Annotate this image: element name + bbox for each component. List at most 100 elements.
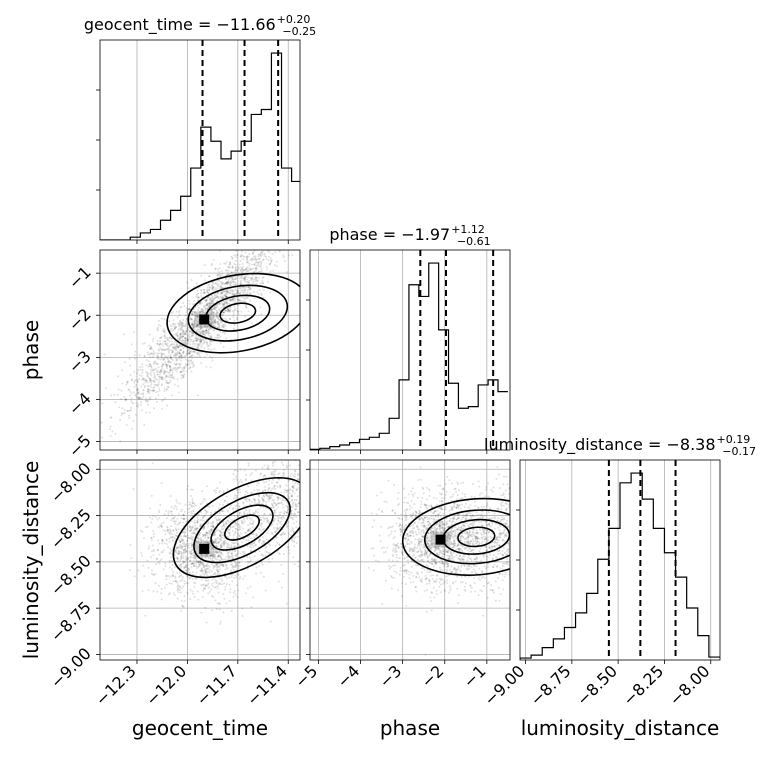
scatter-point [203, 291, 206, 294]
scatter-point [137, 569, 140, 572]
scatter-point [224, 558, 227, 561]
scatter-point [123, 412, 126, 415]
scatter-point [167, 514, 170, 517]
scatter-point [198, 330, 201, 333]
scatter-point [182, 318, 185, 321]
scatter-point [183, 534, 186, 537]
scatter-point [216, 566, 219, 569]
scatter-point [288, 202, 290, 204]
scatter-point [199, 561, 202, 564]
scatter-point [228, 282, 231, 285]
scatter-point [244, 275, 247, 278]
scatter-point [185, 317, 188, 320]
scatter-point [274, 234, 276, 236]
scatter-point [240, 254, 243, 257]
scatter-point [194, 337, 197, 340]
scatter-point [258, 528, 261, 531]
scatter-point [202, 516, 205, 519]
scatter-point [205, 298, 208, 301]
scatter-point [382, 546, 385, 549]
scatter-point [216, 315, 219, 318]
scatter-point [303, 523, 305, 525]
scatter-point [192, 325, 195, 328]
scatter-point [183, 305, 186, 308]
scatter-point [293, 539, 296, 542]
scatter-point [233, 545, 236, 548]
scatter-point [128, 416, 131, 419]
scatter-point [200, 578, 203, 581]
scatter-point [401, 517, 404, 520]
scatter-point [227, 519, 230, 522]
scatter-point [201, 333, 204, 336]
scatter-point [129, 406, 132, 409]
scatter-point [186, 326, 189, 329]
scatter-point [296, 473, 299, 476]
scatter-point [504, 534, 507, 537]
scatter-point [224, 324, 227, 327]
scatter-point [202, 305, 205, 308]
scatter-point [266, 494, 269, 497]
scatter-point [260, 529, 263, 532]
scatter-point [197, 540, 200, 543]
scatter-point [204, 536, 207, 539]
scatter-point [289, 513, 292, 516]
scatter-point [268, 251, 271, 254]
scatter-point [186, 352, 189, 355]
scatter-point [228, 302, 231, 305]
scatter-point [263, 489, 266, 492]
scatter-point [285, 464, 288, 467]
scatter-point [235, 564, 238, 567]
scatter-point [517, 528, 519, 530]
scatter-point [218, 325, 221, 328]
scatter-point [426, 582, 429, 585]
scatter-point [148, 333, 151, 336]
scatter-point [267, 487, 270, 490]
scatter-point [258, 494, 261, 497]
scatter-point [248, 281, 251, 284]
scatter-point [185, 559, 188, 562]
scatter-point [233, 309, 236, 312]
scatter-point [400, 542, 403, 545]
scatter-point [187, 352, 190, 355]
scatter-point [235, 494, 238, 497]
scatter-point [163, 369, 166, 372]
scatter-point [141, 397, 144, 400]
scatter-point [215, 582, 218, 585]
scatter-point [193, 322, 196, 325]
scatter-point [194, 318, 197, 321]
scatter-point [221, 303, 224, 306]
scatter-point [211, 285, 214, 288]
scatter-point [227, 542, 230, 545]
scatter-point [220, 545, 223, 548]
scatter-point [193, 581, 196, 584]
scatter-point [273, 460, 276, 463]
scatter-point [210, 302, 213, 305]
scatter-point [236, 543, 239, 546]
scatter-point [184, 336, 187, 339]
scatter-point [303, 187, 305, 189]
scatter-point [260, 294, 263, 297]
scatter-point [187, 556, 190, 559]
scatter-point [161, 356, 164, 359]
scatter-point [264, 517, 267, 520]
scatter-point [257, 261, 260, 264]
scatter-point [195, 567, 198, 570]
scatter-point [174, 549, 177, 552]
scatter-point [262, 296, 265, 299]
scatter-point [190, 548, 193, 551]
scatter-point [203, 291, 206, 294]
scatter-point [215, 294, 218, 297]
scatter-point [316, 478, 318, 480]
scatter-point [258, 265, 261, 268]
scatter-point [219, 291, 222, 294]
scatter-point [258, 270, 261, 273]
scatter-point [171, 536, 174, 539]
scatter-point [198, 355, 201, 358]
scatter-point [164, 332, 167, 335]
scatter-point [190, 562, 193, 565]
scatter-point [228, 600, 231, 603]
scatter-point [206, 306, 209, 309]
scatter-point [455, 506, 458, 509]
scatter-point [121, 382, 124, 385]
scatter-point [207, 582, 210, 585]
